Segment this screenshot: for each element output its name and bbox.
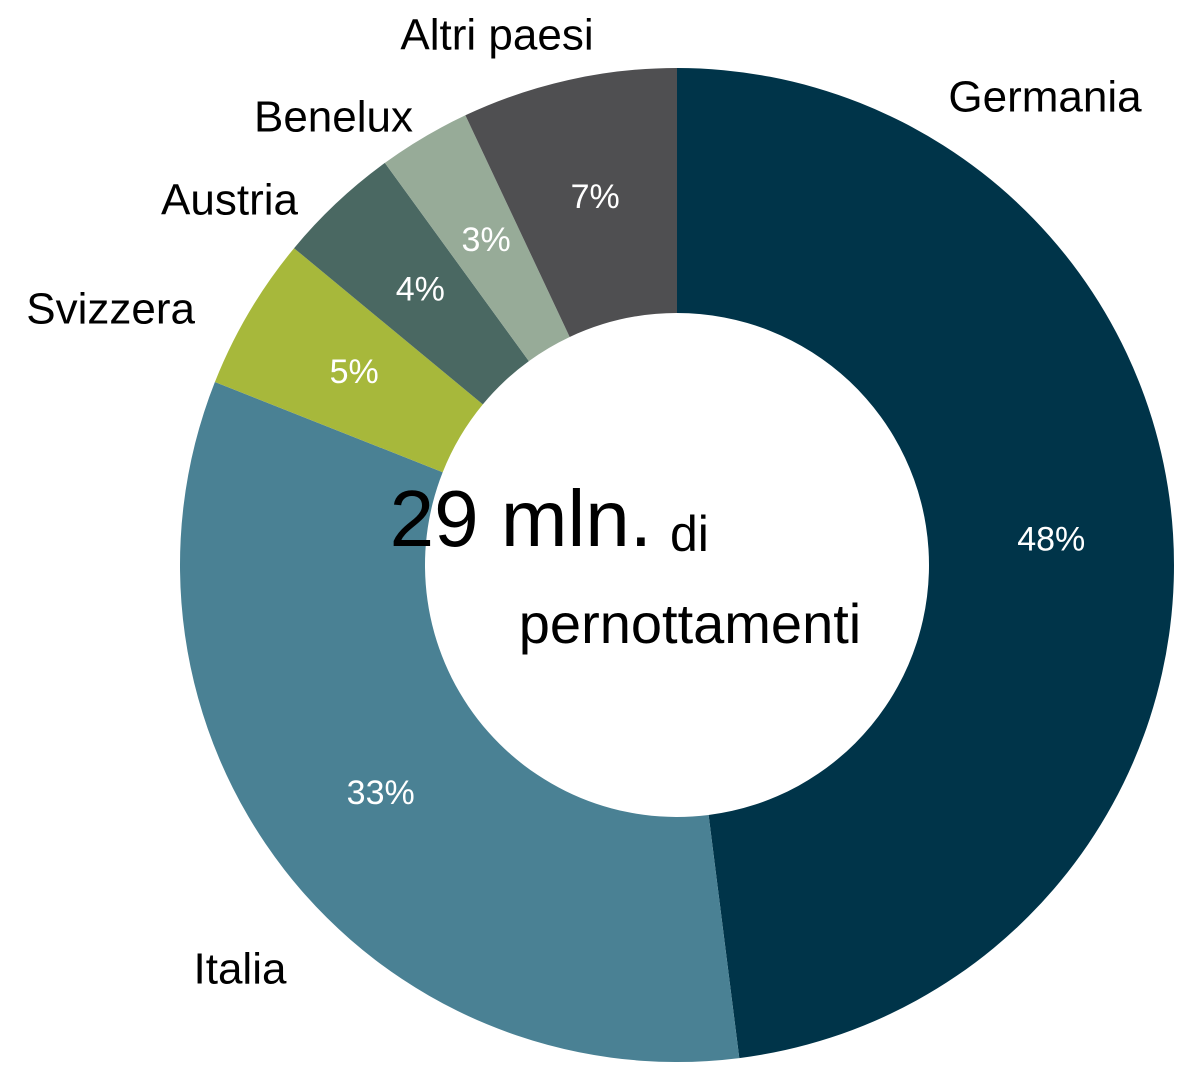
value-label: 48% [1017, 520, 1085, 558]
slices [180, 68, 1174, 1062]
center-label: 29 mln. [390, 474, 652, 563]
slice [465, 68, 677, 337]
value-label: 5% [330, 353, 379, 391]
slice [294, 162, 529, 405]
value-label: 4% [396, 271, 445, 309]
slice [180, 382, 740, 1062]
category-label: Austria [161, 176, 298, 225]
category-label: Benelux [254, 93, 413, 142]
slice [384, 115, 570, 362]
value-label: 33% [347, 774, 415, 812]
category-label: Italia [194, 945, 287, 994]
category-label: Germania [948, 73, 1142, 122]
value-label: 7% [571, 178, 620, 216]
slice [677, 68, 1174, 1059]
category-label: Svizzera [26, 285, 195, 334]
center-label: pernottamenti [519, 592, 861, 655]
value-label: 3% [462, 221, 511, 259]
center-label: di [670, 506, 709, 562]
slice [214, 248, 483, 473]
category-label: Altri paesi [400, 11, 593, 60]
